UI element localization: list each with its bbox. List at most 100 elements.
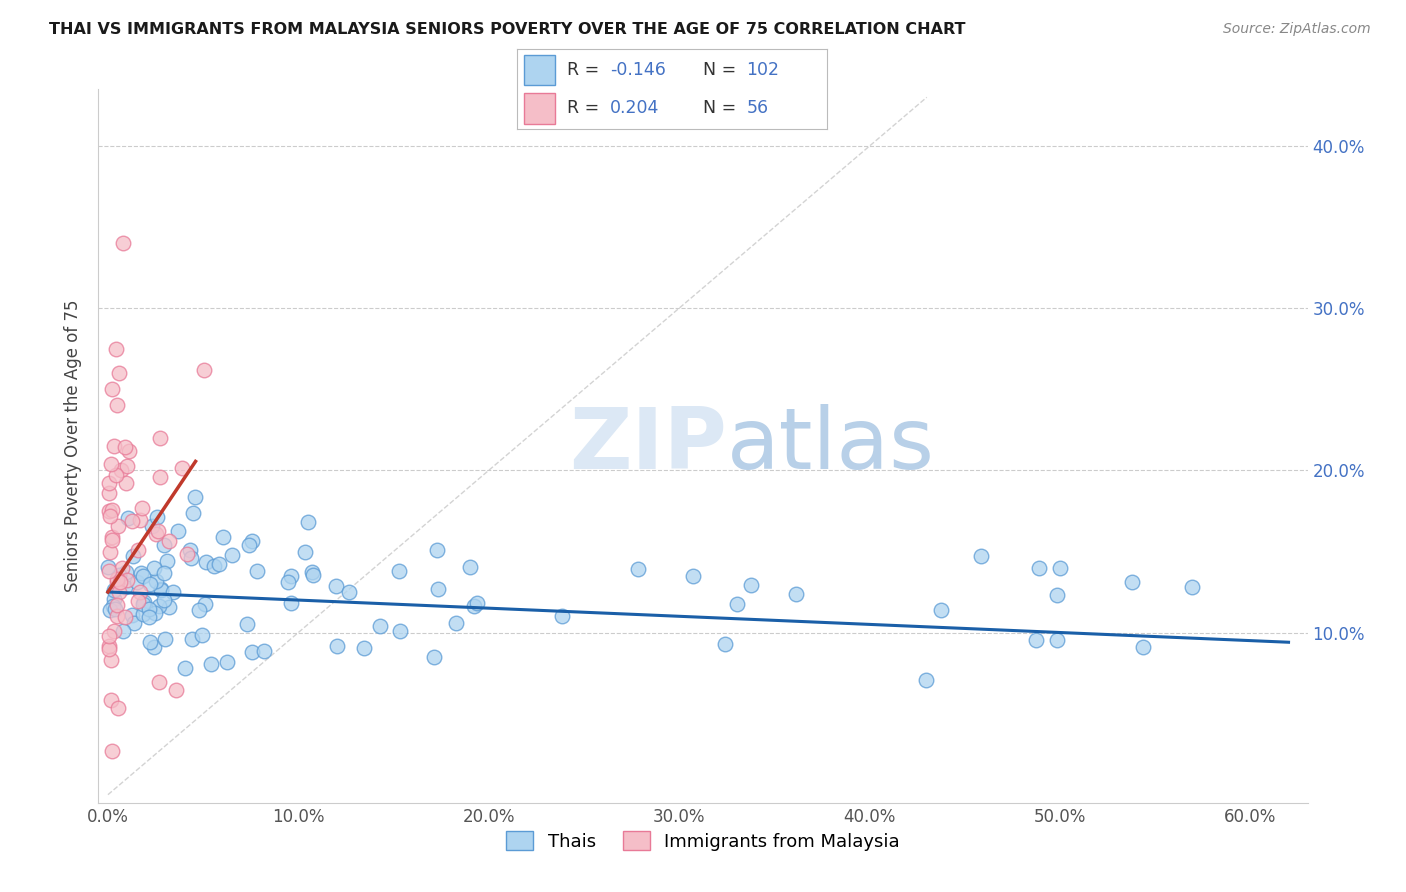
- Point: [127, 594, 149, 608]
- Legend: Thais, Immigrants from Malaysia: Thais, Immigrants from Malaysia: [499, 824, 907, 858]
- Point: [146, 524, 169, 538]
- Point: [929, 603, 952, 617]
- Point: [122, 615, 145, 630]
- Point: [153, 539, 176, 553]
- Point: [682, 569, 704, 583]
- Point: [104, 342, 127, 356]
- Point: [426, 542, 449, 557]
- Point: [162, 584, 184, 599]
- Point: [103, 592, 125, 607]
- Point: [108, 568, 131, 582]
- Point: [149, 583, 172, 598]
- Point: [98, 476, 121, 491]
- Point: [176, 548, 198, 562]
- Point: [138, 609, 160, 624]
- Text: 0.204: 0.204: [610, 100, 659, 118]
- Point: [427, 582, 450, 597]
- Point: [1132, 640, 1154, 655]
- Point: [240, 645, 263, 659]
- Point: [212, 530, 235, 544]
- Point: [194, 597, 217, 611]
- Point: [97, 560, 120, 574]
- Point: [458, 559, 481, 574]
- Point: [114, 440, 136, 454]
- Point: [98, 641, 121, 656]
- Point: [325, 579, 347, 593]
- Text: 56: 56: [747, 100, 769, 118]
- Point: [139, 635, 162, 649]
- Point: [202, 559, 225, 574]
- Point: [1049, 561, 1071, 575]
- Point: [114, 609, 136, 624]
- Point: [1028, 561, 1050, 575]
- Point: [104, 601, 127, 615]
- Point: [191, 627, 214, 641]
- Point: [127, 543, 149, 558]
- Point: [121, 514, 143, 528]
- Text: R =: R =: [567, 61, 605, 78]
- Point: [101, 502, 124, 516]
- Point: [105, 468, 128, 483]
- Point: [1046, 588, 1069, 602]
- Point: [353, 641, 375, 656]
- Point: [129, 513, 152, 527]
- Point: [181, 632, 204, 646]
- Point: [725, 597, 748, 611]
- Point: [1121, 574, 1143, 589]
- Point: [100, 653, 122, 667]
- Point: [368, 619, 391, 633]
- Point: [134, 595, 156, 609]
- Bar: [523, 94, 554, 124]
- Text: 102: 102: [747, 61, 779, 78]
- Point: [101, 530, 124, 544]
- Point: [337, 584, 360, 599]
- Point: [423, 650, 446, 665]
- Point: [153, 592, 176, 607]
- Point: [297, 515, 319, 529]
- Point: [142, 561, 165, 575]
- Point: [1025, 632, 1047, 647]
- Point: [179, 542, 201, 557]
- Point: [100, 457, 122, 471]
- Point: [129, 584, 152, 599]
- Point: [465, 596, 488, 610]
- Point: [114, 580, 136, 594]
- Point: [112, 236, 135, 251]
- Point: [148, 675, 170, 690]
- Point: [114, 475, 136, 490]
- Point: [238, 538, 260, 552]
- Point: [194, 555, 217, 569]
- Point: [132, 607, 155, 621]
- Point: [107, 584, 129, 599]
- Point: [294, 544, 316, 558]
- Point: [187, 603, 209, 617]
- Point: [139, 577, 162, 591]
- Point: [166, 524, 188, 538]
- Point: [785, 587, 807, 601]
- Point: [105, 572, 128, 586]
- Point: [193, 363, 215, 377]
- Point: [108, 366, 131, 380]
- Point: [98, 508, 121, 523]
- Point: [118, 443, 141, 458]
- Point: [277, 575, 299, 590]
- Point: [98, 486, 121, 500]
- Point: [1181, 581, 1204, 595]
- Point: [215, 656, 238, 670]
- Point: [740, 578, 762, 592]
- Point: [326, 639, 349, 653]
- Point: [173, 661, 195, 675]
- Text: N =: N =: [703, 61, 742, 78]
- Point: [157, 533, 180, 548]
- Point: [550, 609, 572, 624]
- Point: [103, 583, 125, 598]
- Point: [121, 607, 143, 622]
- Point: [107, 700, 129, 714]
- Text: THAI VS IMMIGRANTS FROM MALAYSIA SENIORS POVERTY OVER THE AGE OF 75 CORRELATION : THAI VS IMMIGRANTS FROM MALAYSIA SENIORS…: [49, 22, 966, 37]
- Point: [107, 399, 129, 413]
- Point: [157, 599, 180, 614]
- Point: [98, 629, 121, 643]
- Point: [132, 569, 155, 583]
- Point: [143, 606, 166, 620]
- Point: [388, 564, 411, 578]
